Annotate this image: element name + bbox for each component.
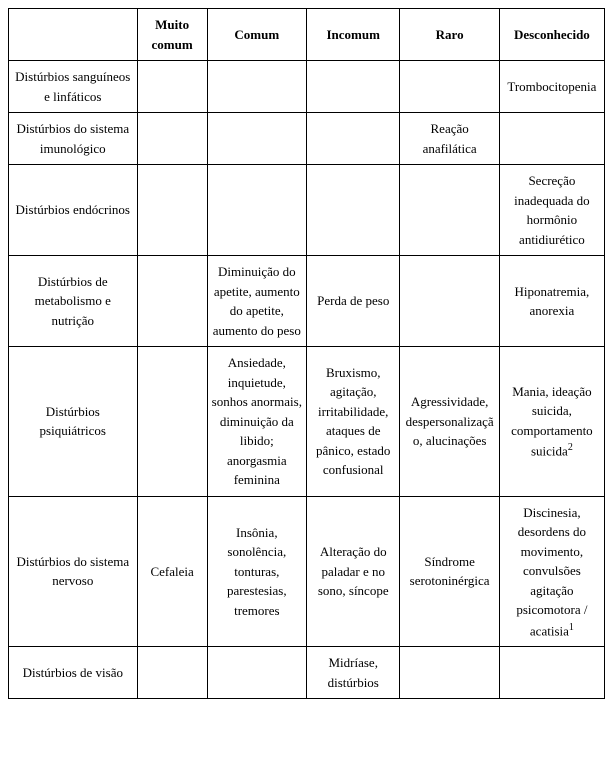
cell-comum [207, 61, 306, 113]
cell-raro: Síndrome serotoninérgica [400, 496, 499, 647]
cell-raro: Reação anafilática [400, 113, 499, 165]
cell-muito_comum [137, 256, 207, 347]
cell-muito_comum [137, 61, 207, 113]
cell-desconhecido [499, 113, 604, 165]
cell-incomum: Perda de peso [306, 256, 399, 347]
table-row: Distúrbios sanguíneos e linfáticos Trombo… [9, 61, 605, 113]
cell-muito_comum: Cefaleia [137, 496, 207, 647]
cell-label: Distúrbios de metabolismo e nutrição [9, 256, 138, 347]
col-header-incomum: Incomum [306, 9, 399, 61]
cell-comum [207, 165, 306, 256]
col-header-muito-comum: Muito comum [137, 9, 207, 61]
cell-muito_comum [137, 165, 207, 256]
cell-raro [400, 165, 499, 256]
table-row: Distúrbios do sistema imunológico Reação … [9, 113, 605, 165]
table-header-row: Muito comum Comum Incomum Raro Desconhec… [9, 9, 605, 61]
table-row: Distúrbios endócrinos Secreção inadequada… [9, 165, 605, 256]
cell-muito_comum [137, 347, 207, 497]
cell-desconhecido: Trombocitopenia [499, 61, 604, 113]
cell-comum [207, 647, 306, 699]
cell-muito_comum [137, 647, 207, 699]
cell-comum: Ansiedade, inquietude, sonhos anormais, … [207, 347, 306, 497]
col-header-raro: Raro [400, 9, 499, 61]
cell-label: Distúrbios de visão [9, 647, 138, 699]
cell-label: Distúrbios psiquiátricos [9, 347, 138, 497]
table-row: Distúrbios do sistema nervosoCefaleiaIns… [9, 496, 605, 647]
footnote-sup: 2 [568, 442, 573, 453]
table-row: Distúrbios psiquiátricos Ansiedade, inqui… [9, 347, 605, 497]
cell-desconhecido: Hiponatremia, anorexia [499, 256, 604, 347]
cell-desconhecido: Mania, ideação suicida, comportamento su… [499, 347, 604, 497]
cell-raro [400, 256, 499, 347]
col-header-desconhecido: Desconhecido [499, 9, 604, 61]
table-row: Distúrbios de visão Midríase, distúrbios [9, 647, 605, 699]
cell-label: Distúrbios do sistema imunológico [9, 113, 138, 165]
col-header-blank [9, 9, 138, 61]
cell-incomum: Bruxismo, agitação, irritabilidade, ataq… [306, 347, 399, 497]
table-body: Distúrbios sanguíneos e linfáticos Trombo… [9, 61, 605, 699]
cell-desconhecido [499, 647, 604, 699]
cell-incomum [306, 61, 399, 113]
footnote-sup: 1 [569, 622, 574, 633]
cell-incomum [306, 113, 399, 165]
cell-label: Distúrbios do sistema nervoso [9, 496, 138, 647]
cell-muito_comum [137, 113, 207, 165]
cell-desconhecido: Discinesia, desordens do movimento, conv… [499, 496, 604, 647]
adverse-effects-table: Muito comum Comum Incomum Raro Desconhec… [8, 8, 605, 699]
cell-incomum [306, 165, 399, 256]
cell-incomum: Midríase, distúrbios [306, 647, 399, 699]
cell-label: Distúrbios endócrinos [9, 165, 138, 256]
cell-comum [207, 113, 306, 165]
cell-label: Distúrbios sanguíneos e linfáticos [9, 61, 138, 113]
cell-comum: Diminuição do apetite, aumento do apetit… [207, 256, 306, 347]
cell-desconhecido: Secreção inadequada do hormônio antidiur… [499, 165, 604, 256]
cell-comum: Insônia, sonolência, tonturas, parestesi… [207, 496, 306, 647]
table-row: Distúrbios de metabolismo e nutrição Dimi… [9, 256, 605, 347]
col-header-comum: Comum [207, 9, 306, 61]
cell-raro [400, 647, 499, 699]
cell-raro: Agressividade, despersonalização, alucin… [400, 347, 499, 497]
cell-raro [400, 61, 499, 113]
cell-incomum: Alteração do paladar e no sono, síncope [306, 496, 399, 647]
